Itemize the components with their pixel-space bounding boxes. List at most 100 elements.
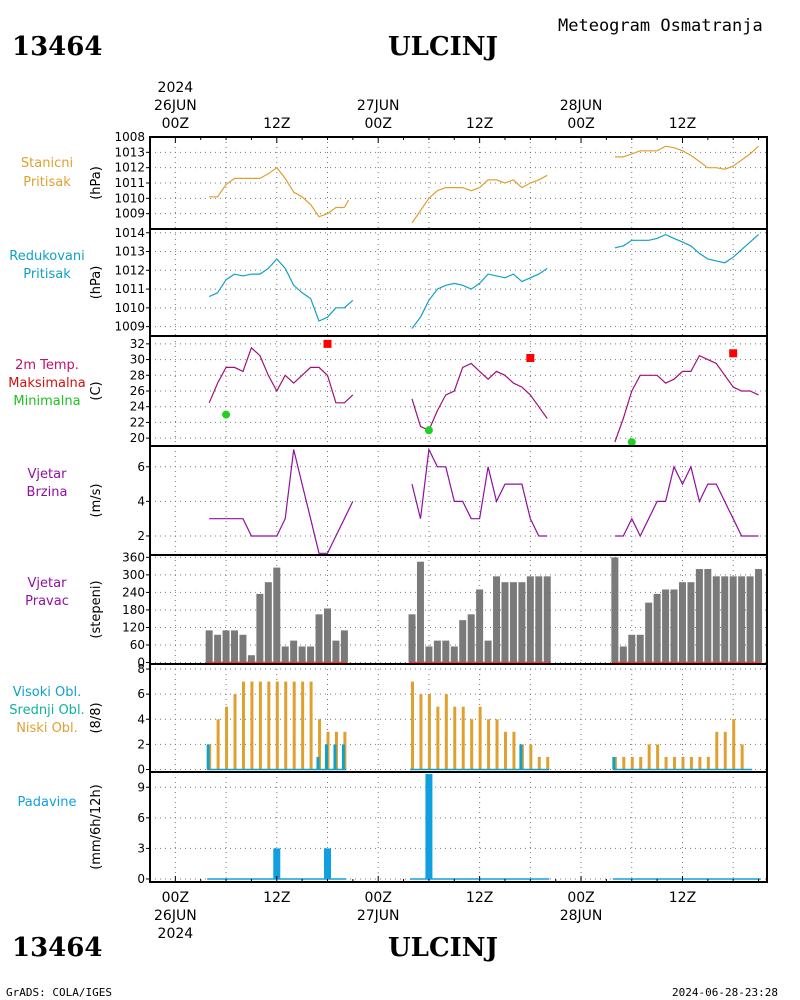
bar-low-cloud (715, 731, 719, 770)
y-tick-label: 3 (137, 841, 145, 855)
bar (526, 576, 534, 663)
bar (256, 593, 264, 663)
y-tick-label: 1012 (114, 161, 145, 175)
series-line (208, 346, 354, 404)
y-tick-label: 4 (137, 494, 145, 508)
bottom-hour-label: 00Z (567, 890, 594, 906)
bar (662, 589, 670, 663)
legend-label: Vjetar (28, 467, 68, 482)
footer-left: GrADS: COLA/IGES (6, 986, 112, 999)
bar (628, 634, 636, 663)
series-line (208, 258, 354, 322)
series-line (209, 449, 354, 554)
y-tick-label: 6 (137, 811, 145, 825)
bar (459, 620, 467, 663)
y-tick-label: 1011 (114, 176, 145, 190)
bottom-hour-label: 12Z (466, 890, 493, 906)
bar (501, 582, 509, 663)
bar-low-cloud (681, 756, 685, 770)
y-axis-label: (C) (89, 381, 104, 400)
bar-low-cloud (529, 744, 533, 770)
series-line (411, 447, 548, 537)
bar-low-cloud (292, 681, 296, 770)
bar-low-cloud (740, 744, 744, 770)
bar (509, 582, 517, 663)
y-tick-label: 8 (137, 662, 145, 676)
panel-wind_speed: 2 4 6 (m/s) Vjetar Brzina (27, 445, 768, 556)
bar-low-cloud (706, 756, 710, 770)
y-tick-label: 6 (137, 460, 145, 474)
top-hour-label: 00Z (567, 116, 594, 132)
y-tick-label: 20 (130, 431, 145, 445)
bottom-hour-label: 00Z (162, 890, 189, 906)
panel-precipitation: 0 3 6 9 (mm/6h/12h) Padavine (18, 771, 768, 886)
legend-label: Visoki Obl. (13, 685, 81, 700)
bar-low-cloud (250, 681, 254, 770)
panel-frame (149, 445, 768, 556)
panel-cloud_cover: 0 2 4 6 8 (8/8) Visoki Obl. Srednji Obl. Niski O… (9, 662, 768, 776)
panel-reduced_pressure: 1009 1010 1011 1012 1013 1014 (hPa) Redukovani P… (9, 226, 768, 337)
bar (273, 848, 281, 879)
y-tick-label: 1012 (114, 263, 145, 277)
series-line (411, 174, 548, 224)
bar (433, 640, 441, 663)
bar (222, 630, 230, 663)
series-line (614, 354, 759, 443)
top-year-label: 2024 (158, 80, 194, 96)
bar-low-cloud (495, 719, 499, 770)
legend-label: Vjetar (28, 576, 68, 591)
min-temp-point (424, 426, 433, 435)
bar-low-cloud (436, 706, 440, 770)
bar-low-cloud (546, 756, 550, 770)
y-tick-label: 1010 (114, 191, 145, 205)
bar-low-cloud (698, 756, 702, 770)
bar (273, 567, 281, 663)
bar (484, 640, 492, 663)
y-tick-label: 1008 (114, 130, 145, 144)
legend-label: Pritisak (23, 175, 71, 190)
bar-low-cloud (444, 694, 448, 770)
bottom-date-label: 27JUN (357, 908, 400, 924)
bar (307, 646, 315, 663)
bar-low-cloud (656, 744, 660, 770)
bar-low-cloud (411, 681, 415, 770)
bar-low-cloud (309, 681, 313, 770)
bar (425, 646, 433, 663)
top-hour-label: 12Z (466, 116, 493, 132)
bar (239, 634, 247, 663)
y-axis-label: (8/8) (89, 702, 104, 733)
bar-low-cloud (216, 719, 220, 770)
bar-low-cloud (275, 681, 279, 770)
bottom-hour-label: 12Z (669, 890, 696, 906)
bar (518, 582, 526, 663)
bar (332, 640, 340, 663)
bar (340, 630, 348, 663)
bar (636, 634, 644, 663)
panel-frame (149, 771, 768, 883)
bar-low-cloud (503, 731, 507, 770)
bottom-date-label: 28JUN (560, 908, 603, 924)
bar-low-cloud (512, 731, 516, 770)
bar (619, 646, 627, 663)
legend-label: Padavine (18, 795, 77, 810)
bar-low-cloud (478, 706, 482, 770)
top-date-label: 27JUN (357, 98, 400, 114)
bar (670, 589, 678, 663)
bar-low-cloud (622, 756, 626, 770)
bar (704, 569, 712, 663)
y-tick-label: 300 (122, 568, 145, 582)
y-tick-label: 1009 (114, 320, 145, 334)
y-tick-label: 1013 (114, 145, 145, 159)
bar (476, 589, 484, 663)
bar-low-cloud (630, 756, 634, 770)
bar-low-cloud (419, 694, 423, 770)
bar-high-cloud (333, 744, 337, 770)
bar-low-cloud (487, 719, 491, 770)
bar (231, 630, 239, 663)
y-tick-label: 1014 (114, 226, 145, 240)
legend-label: Maksimalna (8, 376, 86, 391)
bar-low-cloud (241, 681, 245, 770)
y-tick-label: 32 (130, 337, 145, 351)
bar (205, 630, 213, 663)
y-tick-label: 180 (122, 603, 145, 617)
